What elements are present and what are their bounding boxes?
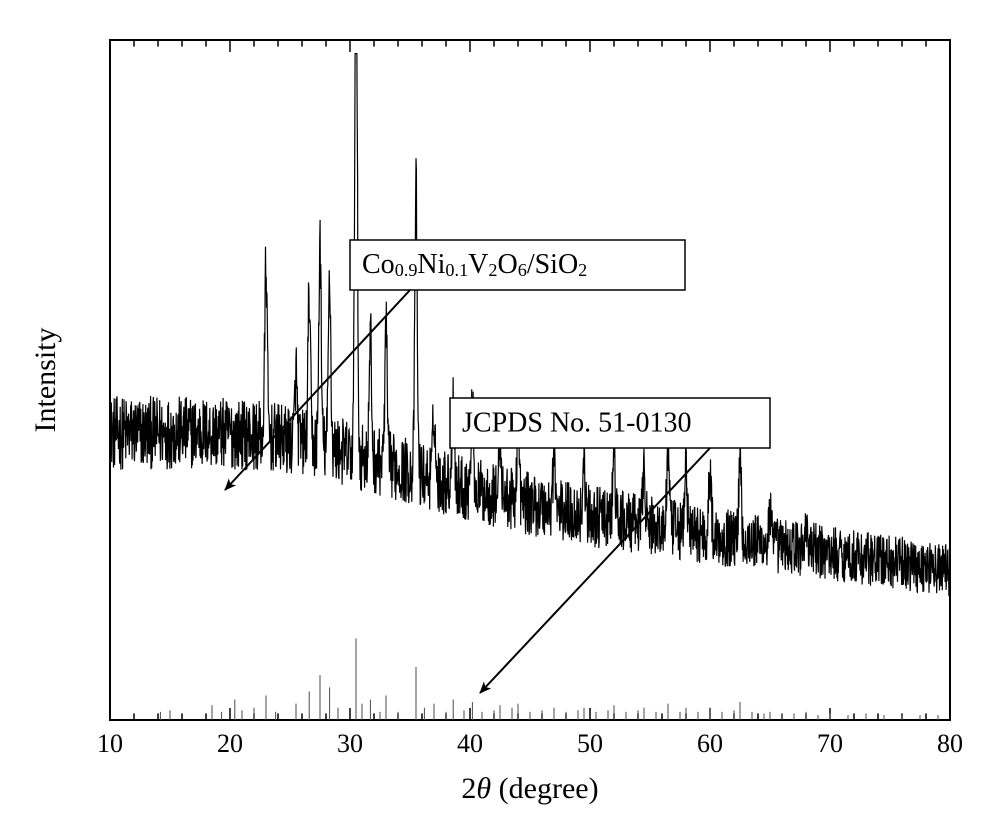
x-tick-label: 40 <box>457 729 483 758</box>
x-tick-label: 20 <box>217 729 243 758</box>
xrd-chart: 10203040506070802θ (degree)IntensityCo0.… <box>0 0 1000 839</box>
x-axis-label: 2θ (degree) <box>461 772 598 805</box>
x-tick-label: 70 <box>817 729 843 758</box>
x-tick-label: 10 <box>97 729 123 758</box>
x-tick-label: 60 <box>697 729 723 758</box>
x-tick-label: 50 <box>577 729 603 758</box>
y-axis-label: Intensity <box>29 328 62 433</box>
x-tick-label: 80 <box>937 729 963 758</box>
jcpds-label: JCPDS No. 51-0130 <box>462 407 691 438</box>
x-tick-label: 30 <box>337 729 363 758</box>
chart-svg: 10203040506070802θ (degree)IntensityCo0.… <box>0 0 1000 839</box>
